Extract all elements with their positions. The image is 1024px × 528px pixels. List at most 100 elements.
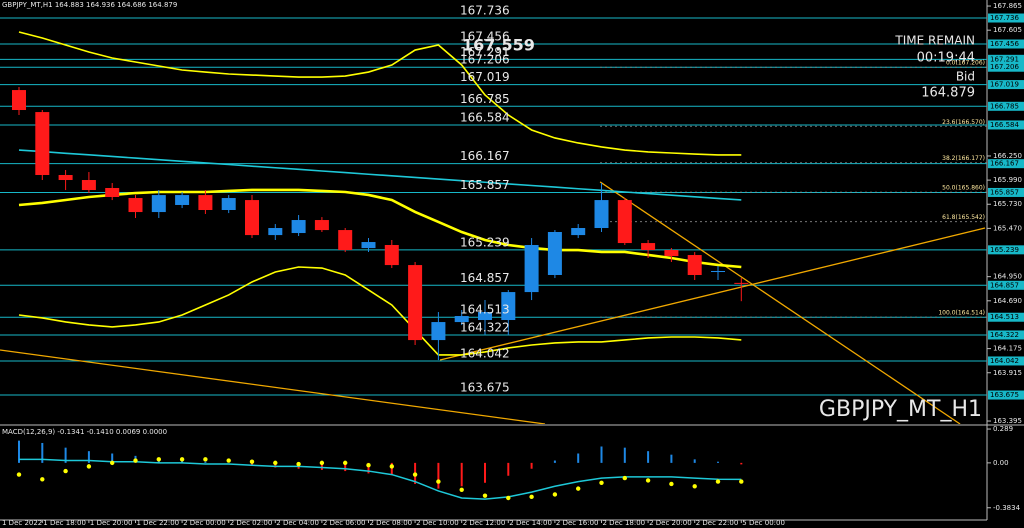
candle-body [12,90,26,111]
signal-dot [459,487,464,492]
level-tag [988,330,1024,340]
signal-dot [16,472,22,477]
level-label: 164.042 [460,346,510,360]
candle-body [547,232,562,275]
signal-dot [156,457,161,462]
signal-dot [110,460,115,466]
x-tick-label: 2 Dec 00:00 [183,519,226,527]
signal-dot [179,457,185,462]
level-tag [988,356,1024,366]
bid-label: Bid [956,70,975,84]
trendline [599,181,961,424]
candle-body [711,270,725,273]
candle-body [338,230,353,251]
bid-value: 164.879 [921,86,975,101]
candle-body [245,200,259,236]
fib-label: 100.0(164.514) [938,310,985,317]
watermark: GBPJPY_MT_H1 [819,397,982,422]
level-label: 167.019 [460,70,510,84]
trendline [439,227,986,361]
candle-body [664,250,679,257]
y-tick-label: 167.865 [993,2,1022,10]
indicator-line [18,149,742,201]
level-tag [988,62,1024,72]
fib-label: 38.2(166.177) [942,155,985,162]
candle-body [454,316,469,323]
x-tick-label: 2 Dec 06:00 [323,519,366,527]
candle-body [617,200,632,244]
candle-body [81,180,96,191]
y-tick-label: 0.289 [993,425,1013,433]
x-tick-label: 1 Dec 18:00 [43,519,86,527]
level-tag-label: 164.322 [990,331,1019,339]
signal-dot [296,461,301,467]
time-remain-label: TIME REMAIN [894,34,975,48]
x-tick-label: 2 Dec 22:00 [696,519,739,527]
signal-dot [436,479,441,484]
level-label: 165.239 [460,235,510,249]
signal-dot [552,492,558,497]
signal-dot [63,468,68,474]
level-tag [988,101,1024,111]
level-label: 165.857 [460,178,510,192]
candle-body [291,220,306,234]
level-tag-label: 164.513 [990,313,1019,321]
x-tick-label: 1 Dec 2022 [2,519,42,527]
candle-body [524,245,539,293]
candle-body [128,198,143,213]
signal-dot [249,459,255,464]
signal-dot [226,458,231,463]
level-label: 167.736 [460,4,510,18]
x-tick-label: 2 Dec 04:00 [276,519,319,527]
level-label: 164.513 [460,303,510,317]
level-label: 164.857 [460,271,510,285]
peak-label: 167.559 [462,36,535,55]
level-label: 167.206 [460,53,510,67]
chart-title: GBPJPY_MT,H1 164.883 164.936 164.686 164… [2,1,177,9]
level-tag [988,390,1024,400]
level-tag-label: 166.584 [990,121,1019,129]
y-tick-label: 164.175 [993,345,1022,353]
level-tag-label: 167.019 [990,81,1019,89]
y-tick-label: 163.915 [993,369,1022,377]
y-tick-label: 164.950 [993,273,1022,281]
x-tick-label: 1 Dec 20:00 [90,519,133,527]
signal-dot [389,464,394,469]
candle-body [408,265,423,341]
x-tick-label: 2 Dec 14:00 [509,519,552,527]
level-label: 166.785 [460,92,510,106]
time-remain: 00:19:44 [917,51,975,66]
x-tick-label: 5 Dec 00:00 [742,519,785,527]
y-tick-label: 165.470 [993,224,1022,232]
indicator-line [18,188,742,269]
signal-dot [599,480,604,485]
signal-dot [692,484,697,489]
y-tick-label: 164.690 [993,297,1022,305]
candle-body [571,228,586,236]
candle-body [175,195,190,205]
level-tag [988,120,1024,130]
level-label: 166.584 [460,110,510,124]
candle-body [361,242,376,249]
candle-body [687,255,702,275]
x-tick-label: 2 Dec 12:00 [463,519,506,527]
signal-dot [622,475,627,481]
fib-label: 0.0(167.206) [946,60,985,67]
candle-body [151,195,166,213]
signal-dot [40,477,45,482]
signal-dot [86,464,92,469]
level-tag-label: 165.239 [990,246,1019,254]
main-plot [0,17,987,424]
y-tick-label: 167.605 [993,26,1022,34]
candle-body [105,188,120,198]
y-tick-label: 165.990 [993,176,1022,184]
level-tag-label: 165.857 [990,188,1019,196]
x-tick-label: 1 Dec 22:00 [137,519,180,527]
x-tick-label: 2 Dec 20:00 [649,519,692,527]
signal-dot [576,486,581,491]
y-tick-label: 166.250 [993,152,1022,160]
x-tick-label: 2 Dec 08:00 [370,519,413,527]
signal-dot [645,478,651,483]
fib-label: 23.6(166.570) [942,119,985,126]
